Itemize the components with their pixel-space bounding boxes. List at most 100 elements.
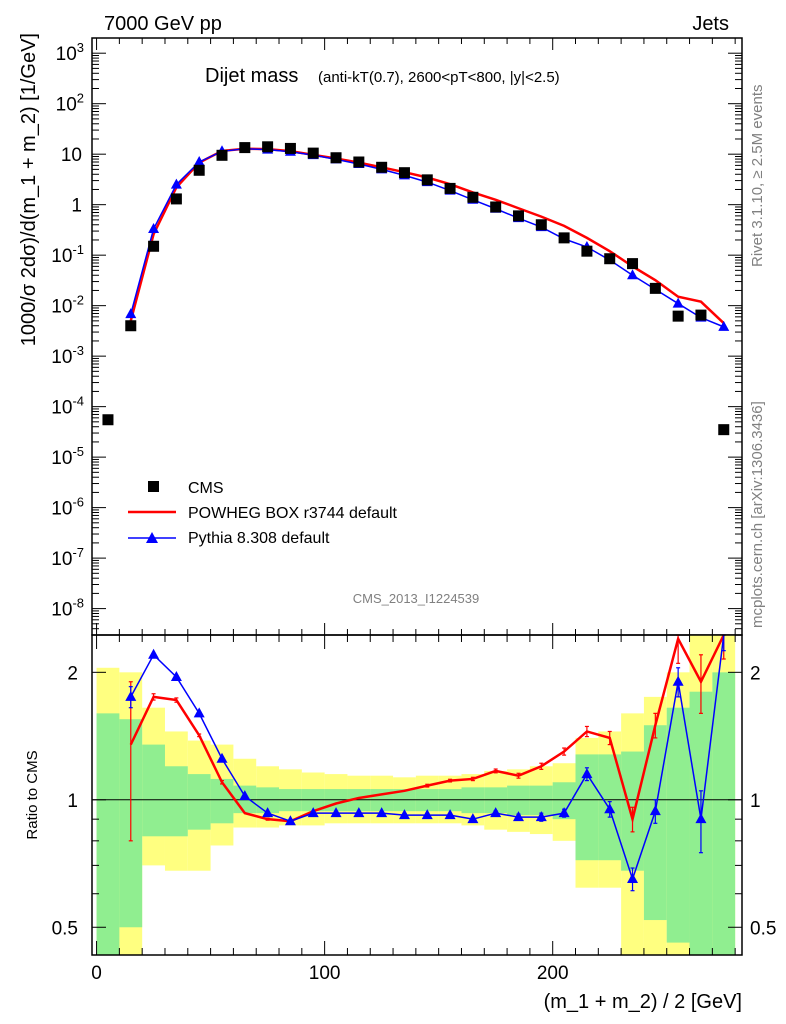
cms-data-point [353,156,365,168]
stat-uncertainty-band [666,707,690,943]
ratio-axis-label: Ratio to CMS [24,750,41,839]
upper-y-tick-label: 103 [56,40,84,65]
upper-y-axis-label: 1000/σ 2dσ)/d(m_1 + m_2) [1/GeV] [18,33,40,346]
pythia-ratio-point [421,809,433,820]
ratio-y-tick-label-right: 1 [750,791,761,812]
watermark: CMS_2013_I1224539 [353,591,480,606]
stat-uncertainty-band [712,672,736,955]
pythia-ratio-point [376,807,388,818]
pythia-ratio-point [193,707,205,718]
lower-axes: 0.5 0.5 1 1 2 2 0 100 200 [52,635,776,984]
cms-data-point [170,193,182,205]
pythia-ratio-point [649,805,661,816]
pythia-point [148,222,160,233]
pythia-ratio-point [535,811,547,822]
ratio-y-tick-label: 2 [67,663,78,684]
legend: CMS POWHEG BOX r3744 default Pythia 8.30… [128,480,398,547]
pythia-point [170,178,182,189]
stat-uncertainty-band [552,782,576,820]
stat-uncertainty-band [575,754,599,861]
cms-data-point [649,282,661,294]
pythia-ratio-point [512,811,524,822]
ratio-y-tick-label-right: 0.5 [750,918,776,939]
pythia-ratio-point [284,815,296,826]
pythia-point [125,308,137,319]
cms-data-point [125,320,137,332]
pythia-ratio-point [239,790,251,801]
upper-y-tick-label: 10-4 [51,394,84,419]
cms-data-point [695,309,707,321]
pythia-ratio-point [398,809,410,820]
pythia-ratio-point [581,768,593,779]
pythia-point [672,297,684,308]
pythia-ratio-point [444,809,456,820]
upper-y-tick-label: 10-1 [51,242,84,267]
x-tick-label: 100 [309,963,341,984]
legend-marker-pythia [146,532,158,543]
upper-y-tick-label: 102 [56,91,84,116]
pythia-ratio-point [627,873,639,884]
ratio-y-tick-label: 1 [67,791,78,812]
cms-data-point [102,414,114,426]
pythia-ratio-point [170,670,182,681]
pythia-ratio-point [467,813,479,824]
cms-data-point [330,152,342,164]
cms-data-point [672,310,684,322]
stat-uncertainty-band [164,766,188,837]
stat-uncertainty-band [210,778,234,824]
pythia-ratio-point [216,752,228,763]
cms-data-point [444,182,456,194]
pythia-point [718,320,730,331]
pythia-ratio-point [672,675,684,686]
cms-data-point [558,232,570,244]
x-axis-label: (m_1 + m_2) / 2 [GeV] [544,991,742,1013]
cms-data-point [467,191,479,203]
cms-data-point [718,424,730,436]
x-tick-label: 200 [537,963,569,984]
stat-uncertainty-band [187,774,211,830]
cms-data-point [535,219,547,231]
cms-data-point [581,245,593,257]
pythia-ratio-point [262,807,274,818]
mcplots-label: mcplots.cern.ch [arXiv:1306.3436] [749,401,766,628]
upper-y-tick-label: 1 [71,196,82,217]
upper-y-tick-label: 10 [61,145,82,166]
plot-subtitle: (anti-kT(0.7), 2600<pT<800, |y|<2.5) [318,69,560,86]
upper-y-tick-label: 10-2 [51,293,84,318]
ratio-y-tick-label-right: 2 [750,663,761,684]
upper-panel: 10-8 10-7 10-6 10-5 10-4 10-3 10-2 10-1 1 10 102 10… [18,33,743,636]
pythia-ratio-point [353,807,365,818]
cms-data-point [490,201,502,213]
cms-data-point [216,149,228,161]
cms-data-point [148,240,160,252]
legend-label-powheg: POWHEG BOX r3744 default [188,505,398,522]
stat-uncertainty-band [507,785,530,816]
upper-y-tick-label: 10-8 [51,596,84,621]
stat-uncertainty-band [529,785,553,816]
lower-frame [91,634,743,956]
header-category: Jets [692,13,729,35]
lower-panel: 0.5 0.5 1 1 2 2 0 100 200 Ratio to CMS (m_1 + m_… [24,634,776,1013]
cms-data-point [604,253,616,265]
cms-data-point [284,142,296,154]
upper-y-tick-label: 10-6 [51,495,84,520]
ratio-y-tick-label: 0.5 [52,918,78,939]
stat-uncertainty-band [96,713,120,955]
cms-data-point [421,174,433,186]
rivet-label: Rivet 3.1.10, ≥ 2.5M events [749,85,766,268]
cms-data-point [398,167,410,179]
pythia-ratio-point [307,807,319,818]
x-tick-label: 0 [91,963,102,984]
cms-data-point [512,210,524,222]
legend-marker-cms [148,481,159,492]
pythia-ratio-point [490,807,502,818]
legend-label-pythia: Pythia 8.308 default [188,530,330,547]
upper-y-tick-label: 10-7 [51,545,84,570]
pythia-ratio-point [125,690,137,701]
pythia-ratio-point [148,648,160,659]
cms-data-point [193,164,205,176]
upper-y-tick-label: 10-3 [51,343,84,368]
upper-y-tick-label: 10-5 [51,444,84,469]
plot-title: Dijet mass [205,65,298,87]
